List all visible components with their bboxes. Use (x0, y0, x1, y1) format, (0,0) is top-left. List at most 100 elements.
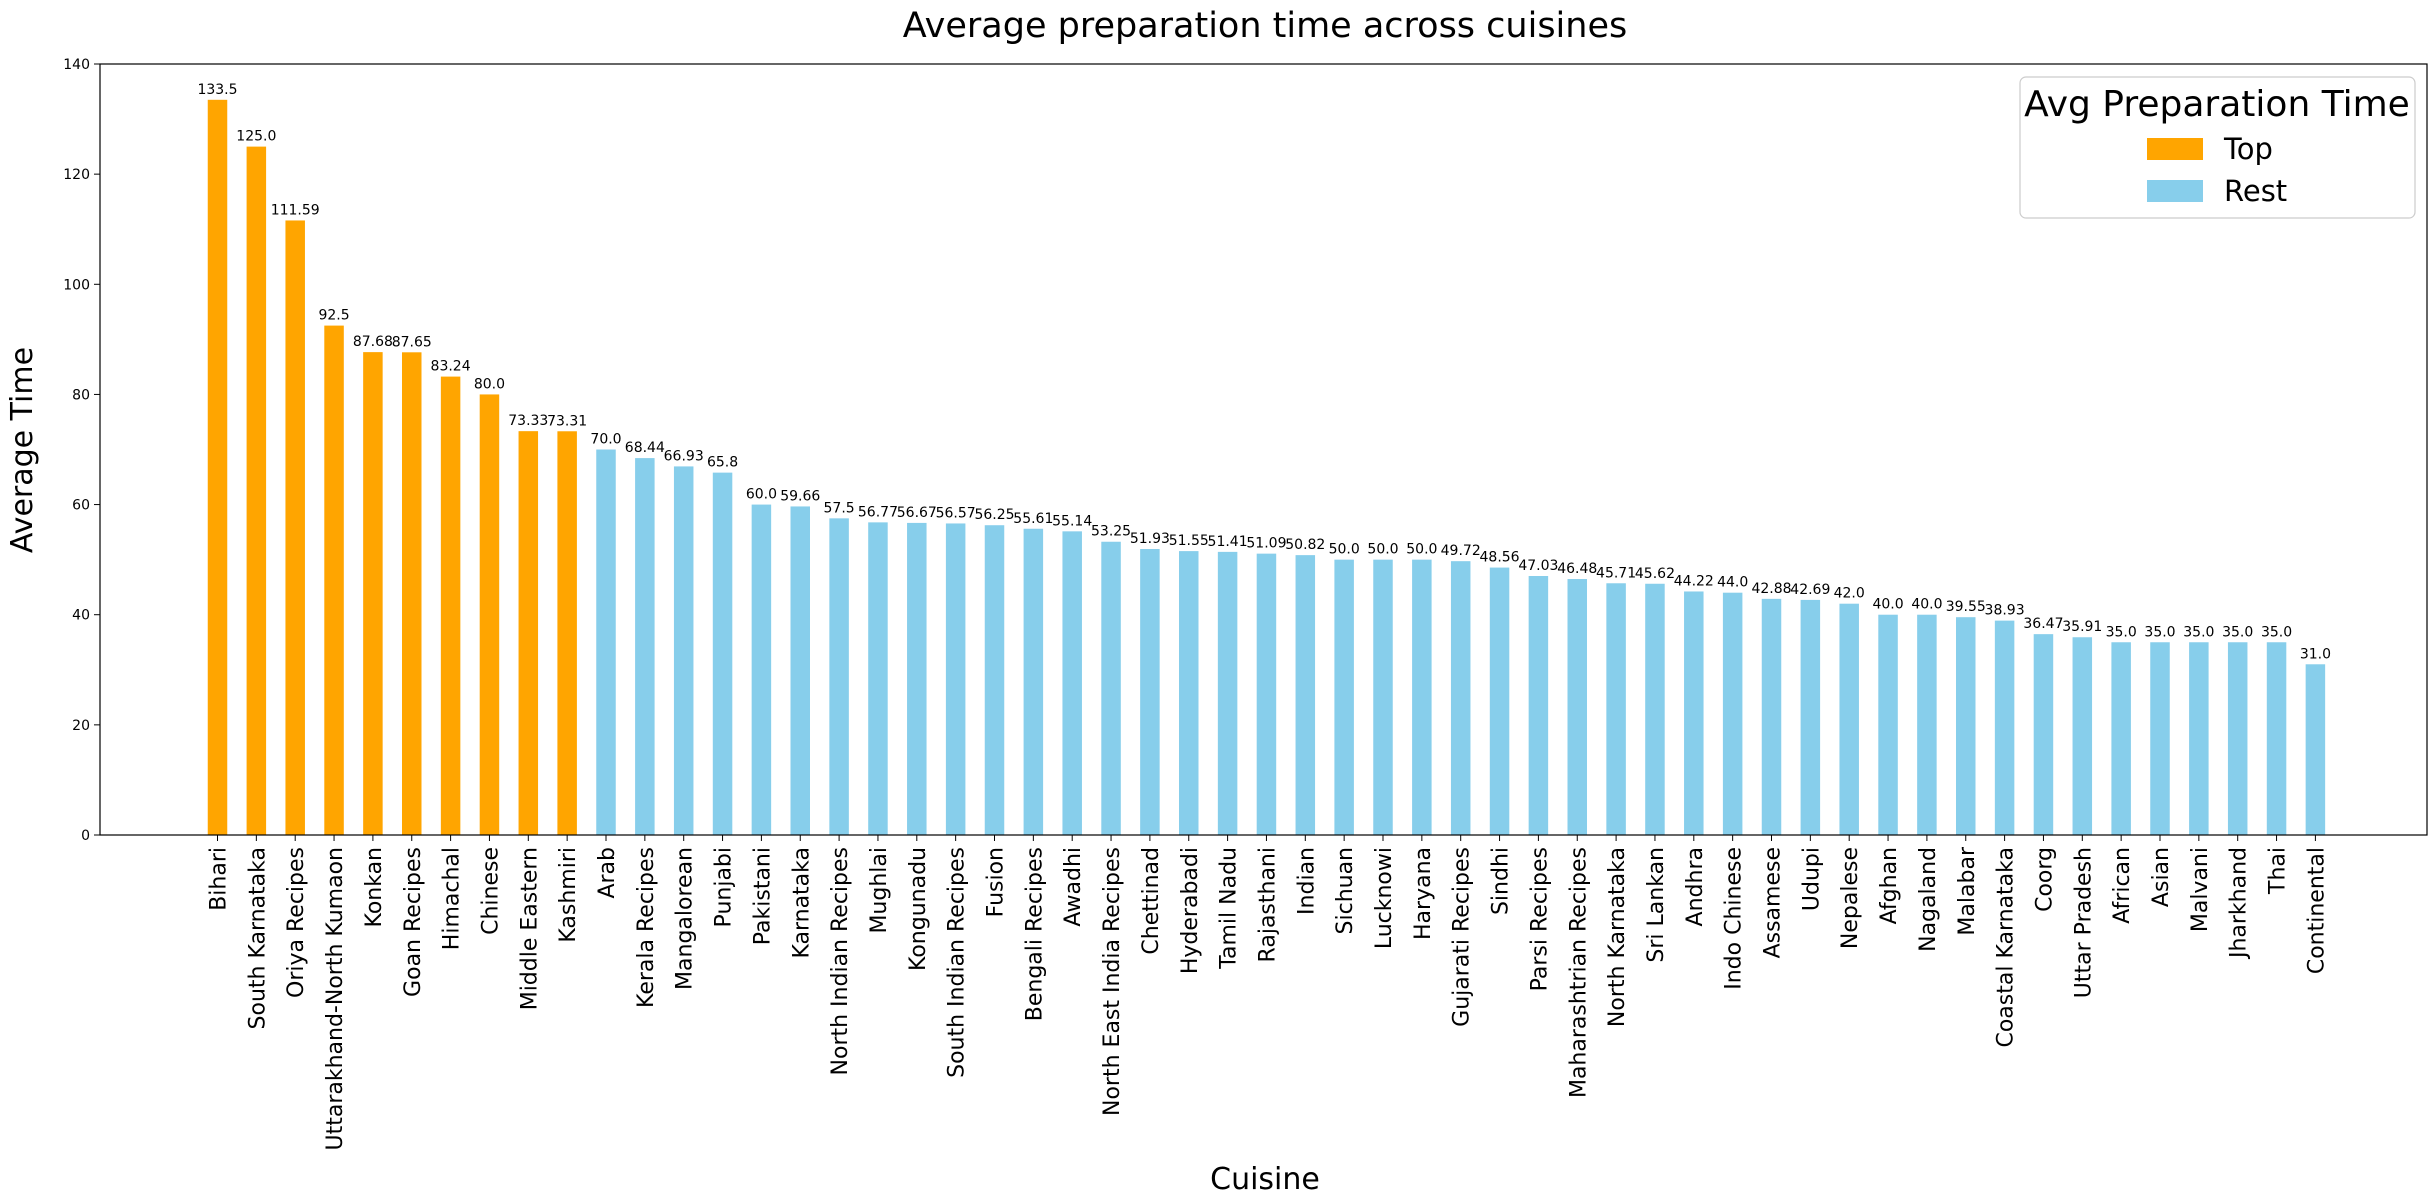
y-axis-label: Average Time (5, 347, 40, 553)
y-tick-label-2: 40 (72, 608, 90, 624)
bar-value-label-1: 125.0 (236, 129, 276, 145)
x-tick-label-9: Kashmiri (556, 847, 581, 943)
bar-value-label-6: 83.24 (431, 359, 471, 375)
x-tick-label-35: Maharashtrian Recipes (1566, 847, 1591, 1098)
bar-1 (246, 146, 267, 836)
bar-12 (673, 466, 694, 835)
bar-38 (1684, 591, 1704, 835)
x-tick-label-39: Indo Chinese (1722, 847, 1747, 990)
bar-22 (1062, 531, 1082, 835)
bar-13 (712, 472, 733, 835)
bar-36 (1606, 583, 1626, 835)
bar-26 (1217, 551, 1238, 835)
bar-51 (2189, 642, 2209, 835)
x-axis: Bihari South Karnataka Oriya Recipes Uttara… (207, 835, 2329, 1151)
bar-value-label-29: 50.0 (1329, 542, 1360, 558)
bar-8 (518, 431, 539, 835)
bar-37 (1645, 583, 1665, 835)
legend-label-rest: Rest (2224, 174, 2287, 208)
bar-value-label-15: 59.66 (780, 488, 820, 504)
legend-label-top: Top (2223, 132, 2273, 166)
bar-42 (1839, 603, 1859, 835)
x-tick-label-25: Hyderabadi (1178, 847, 1203, 974)
bar-value-label-40: 42.88 (1751, 581, 1791, 597)
x-tick-label-24: Chettinad (1139, 847, 1164, 955)
x-tick-label-16: North Indian Recipes (828, 847, 853, 1075)
bar-24 (1140, 549, 1160, 835)
bar-4 (363, 352, 383, 835)
bar-44 (1917, 614, 1937, 835)
bar-18 (907, 522, 927, 835)
legend-swatch-rest (2147, 180, 2203, 202)
x-tick-label-30: Lucknowi (1372, 847, 1397, 949)
x-tick-label-27: Rajasthani (1255, 847, 1280, 962)
x-tick-label-50: Asian (2149, 847, 2174, 907)
x-tick-label-4: Konkan (362, 847, 387, 928)
bar-value-label-25: 51.55 (1169, 533, 1209, 549)
bar-10 (596, 449, 616, 835)
bar-49 (2111, 642, 2131, 835)
bar-value-label-20: 56.25 (974, 507, 1014, 523)
bar-32 (1450, 561, 1471, 835)
x-tick-label-12: Mangalorean (673, 847, 698, 990)
chart-title: Average preparation time across cuisines (903, 6, 1627, 46)
x-tick-label-14: Pakistani (750, 847, 775, 945)
bar-value-label-17: 56.77 (858, 504, 898, 520)
bar-46 (1994, 620, 2015, 835)
legend: Avg Preparation Time Top Rest (2019, 76, 2416, 219)
bar-47 (2033, 634, 2054, 835)
x-tick-label-34: Parsi Recipes (1527, 847, 1552, 991)
bar-value-label-44: 40.0 (1911, 597, 1942, 613)
bar-value-label-22: 55.14 (1052, 513, 1092, 529)
bar-value-label-10: 70.0 (590, 432, 621, 448)
bar-value-label-54: 31.0 (2300, 646, 2331, 662)
bar-value-label-32: 49.72 (1441, 543, 1481, 559)
bar-value-label-36: 45.71 (1596, 565, 1636, 581)
plot-area-frame (99, 63, 2428, 836)
bar-40 (1761, 598, 1782, 835)
x-tick-label-51: Malvani (2188, 847, 2213, 932)
y-tick-label-6: 120 (63, 167, 90, 183)
bar-35 (1567, 579, 1587, 835)
x-tick-label-3: Uttarakhand-North Kumaon (323, 847, 348, 1151)
bar-20 (984, 525, 1005, 835)
x-tick-label-28: Indian (1294, 847, 1319, 915)
bar-value-label-18: 56.67 (897, 505, 937, 521)
x-tick-label-37: Sri Lankan (1644, 847, 1669, 963)
x-tick-label-13: Punjabi (712, 847, 737, 927)
x-axis-label: Cuisine (1210, 1162, 1320, 1197)
bar-5 (402, 352, 422, 835)
bar-7 (479, 394, 500, 835)
bars-layer (207, 99, 2326, 836)
bar-value-label-26: 51.41 (1208, 534, 1248, 550)
bar-28 (1295, 555, 1316, 835)
bar-45 (1956, 617, 1976, 835)
bar-43 (1878, 614, 1898, 835)
bar-value-label-33: 48.56 (1480, 550, 1520, 566)
x-tick-label-29: Sichuan (1333, 847, 1358, 934)
x-tick-label-40: Assamese (1761, 847, 1786, 958)
bar-value-label-30: 50.0 (1367, 542, 1398, 558)
bar-value-label-3: 92.5 (318, 308, 349, 324)
bar-value-label-49: 35.0 (2106, 624, 2137, 640)
x-tick-label-21: Bengali Recipes (1022, 847, 1047, 1021)
bar-3 (324, 325, 344, 835)
bar-value-label-45: 39.55 (1946, 599, 1986, 615)
bar-34 (1528, 576, 1549, 835)
bar-16 (829, 518, 849, 835)
x-tick-label-20: Fusion (984, 847, 1009, 917)
x-tick-label-41: Udupi (1799, 847, 1824, 911)
bar-value-label-53: 35.0 (2261, 624, 2292, 640)
bar-48 (2072, 637, 2093, 835)
x-tick-label-11: Kerala Recipes (634, 847, 659, 1008)
bar-value-label-41: 42.69 (1790, 582, 1830, 598)
bar-30 (1373, 559, 1393, 835)
bar-9 (557, 431, 577, 835)
bar-value-label-16: 57.5 (824, 500, 855, 516)
x-tick-label-54: Continental (2304, 847, 2329, 974)
bar-value-label-2: 111.59 (271, 202, 320, 218)
bar-value-label-24: 51.93 (1130, 531, 1170, 547)
bar-value-label-19: 56.57 (936, 505, 976, 521)
x-tick-label-38: Andhra (1683, 847, 1708, 926)
